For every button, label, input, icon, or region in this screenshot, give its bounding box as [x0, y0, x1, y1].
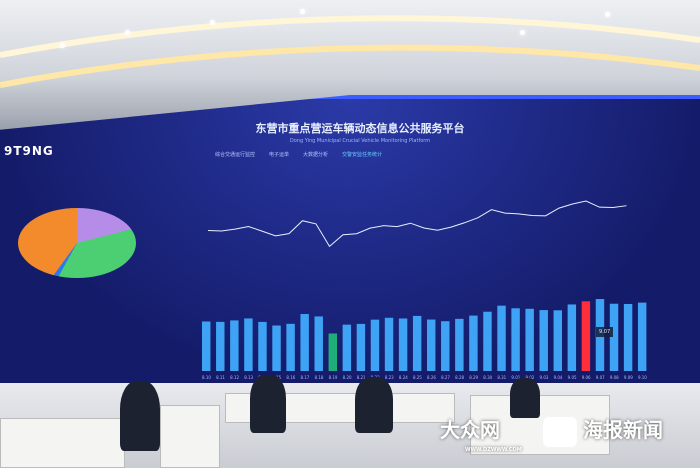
bar [553, 310, 562, 371]
bar-chart: 8.108.118.128.138.148.158.168.178.188.19… [202, 299, 647, 380]
bar-date-label: 8.21 [357, 375, 366, 380]
bar [455, 318, 464, 371]
bar [216, 321, 225, 371]
bar [539, 310, 548, 371]
haibao-watermark: 海报新闻 [583, 418, 663, 442]
bar [328, 333, 337, 371]
screen-logo: 9T9NG [4, 144, 54, 158]
operator [250, 375, 286, 433]
desk [0, 418, 125, 468]
bar-date-label: 8.20 [343, 375, 352, 380]
bar [497, 305, 506, 371]
bar [370, 319, 380, 371]
ceiling-light-strip [0, 15, 700, 58]
bar-date-label: 8.12 [230, 375, 239, 380]
desk [470, 395, 610, 455]
bar [525, 308, 534, 371]
bar [567, 304, 577, 371]
operator [355, 377, 393, 433]
bar-date-label: 9.06 [582, 375, 591, 380]
haibao-logo-icon [543, 417, 577, 447]
control-room-desks [0, 375, 700, 468]
bar [412, 315, 422, 371]
bar-date-label: 8.18 [315, 375, 324, 380]
bar [286, 323, 295, 371]
bar [258, 321, 267, 371]
ceiling-spotlight [605, 12, 610, 17]
dzwww-watermark: 大众网 [440, 418, 500, 442]
screen-tabs: 综合交通运行监控 电子运单 大数据分析 交警安监任务统计 [215, 152, 382, 159]
bar-date-label: 9.07 [596, 375, 605, 380]
bar [384, 317, 394, 371]
bar-date-label: 9.10 [638, 375, 647, 380]
ceiling-spotlight [520, 30, 525, 35]
bar [511, 308, 520, 371]
operator [120, 381, 160, 451]
bar [230, 320, 239, 371]
ceiling-spotlight [300, 9, 305, 14]
bar [244, 318, 253, 371]
operator [510, 378, 540, 418]
bar-date-label: 9.01 [511, 375, 520, 380]
ceiling-spotlight [60, 43, 65, 48]
tab: 交警安监任务统计 [342, 152, 383, 158]
bar [609, 303, 619, 371]
ceiling-spotlight [210, 20, 215, 25]
bar [469, 315, 478, 371]
ceiling-spotlight [125, 30, 130, 35]
bar [272, 325, 281, 371]
bar-date-label: 8.17 [300, 375, 309, 380]
bar [300, 314, 309, 371]
dzwww-url: WWW.DZWWW.COM [465, 447, 522, 453]
pie-chart [18, 208, 136, 278]
bar-date-label: 8.23 [385, 375, 394, 380]
bar [202, 321, 211, 371]
bar-date-label: 8.19 [329, 375, 338, 380]
bar [581, 301, 591, 371]
bar-date-label: 8.24 [399, 375, 408, 380]
desk [160, 405, 220, 468]
bar-date-label: 8.26 [427, 375, 436, 380]
bar-date-label: 9.02 [525, 375, 534, 380]
bar-date-label: 9.04 [554, 375, 563, 380]
bar-date-label: 9.09 [624, 375, 633, 380]
tab: 综合交通运行监控 [215, 152, 256, 158]
platform-title: 东营市重点营运车辆动态信息公共服务平台 [255, 122, 465, 135]
tab: 电子运单 [269, 152, 290, 158]
bar-date-label: 8.30 [483, 375, 492, 380]
ceiling-lights [0, 15, 700, 88]
bar-date-label: 8.27 [441, 375, 450, 380]
bar-date-label: 8.13 [244, 375, 253, 380]
bar-date-label: 9.05 [568, 375, 577, 380]
bar [427, 319, 436, 371]
bar-date-label: 8.31 [497, 375, 506, 380]
bar [398, 318, 408, 371]
bar [342, 324, 352, 371]
bar-date-label: 8.11 [216, 375, 225, 380]
tab: 大数据分析 [303, 152, 329, 158]
platform-subtitle: Dong Ying Municipal Crucial Vehicle Moni… [289, 138, 431, 144]
bar-date-label: 8.25 [413, 375, 422, 380]
bar [483, 311, 492, 371]
bar-date-label: 8.29 [469, 375, 478, 380]
bar-date-label: 8.10 [202, 375, 211, 380]
ceiling-light-strip [0, 44, 700, 88]
bar-date-label: 8.16 [286, 375, 295, 380]
bar-date-label: 9.03 [540, 375, 549, 380]
bar [637, 302, 647, 371]
bar [623, 303, 633, 371]
chart-tooltip: 9.07 [596, 327, 614, 337]
bar [314, 316, 323, 371]
bar [441, 321, 450, 371]
bar-date-label: 9.08 [610, 375, 619, 380]
line-chart [207, 200, 627, 248]
bar-date-label: 8.28 [455, 375, 464, 380]
line-series [207, 200, 627, 248]
bar [356, 323, 366, 371]
